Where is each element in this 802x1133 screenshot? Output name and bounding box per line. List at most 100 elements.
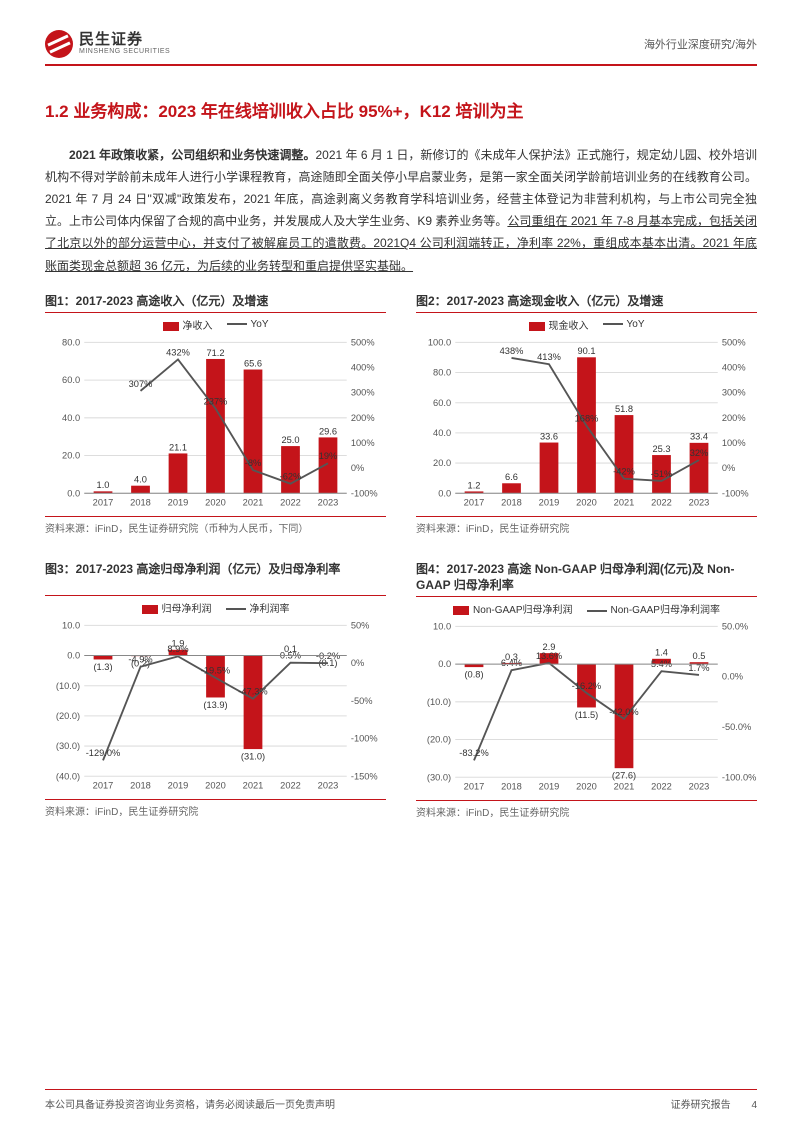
svg-text:40.0: 40.0 — [433, 428, 451, 438]
chart-3-svg: (40.0)(30.0)(20.0)(10.0)0.010.0-150%-100… — [45, 617, 386, 797]
svg-text:500%: 500% — [722, 337, 746, 347]
legend-line-icon — [227, 323, 247, 325]
svg-text:0.5: 0.5 — [693, 651, 706, 661]
legend-bar-icon — [529, 322, 545, 331]
logo: 民生证券 MINSHENG SECURITIES — [45, 30, 170, 58]
svg-text:2020: 2020 — [576, 498, 597, 508]
svg-text:20.0: 20.0 — [433, 458, 451, 468]
svg-text:2020: 2020 — [205, 781, 226, 791]
chart-1: 图1：2017-2023 高途收入（亿元）及增速 净收入 YoY 0.020.0… — [45, 293, 386, 535]
breadcrumb: 海外行业深度研究/海外 — [644, 36, 757, 52]
svg-text:2017: 2017 — [93, 498, 114, 508]
svg-text:2018: 2018 — [501, 498, 522, 508]
svg-text:33.6: 33.6 — [540, 431, 558, 441]
svg-text:100%: 100% — [351, 438, 375, 448]
svg-text:32%: 32% — [690, 448, 709, 458]
chart-1-title: 图1：2017-2023 高途收入（亿元）及增速 — [45, 293, 386, 313]
svg-text:1.4: 1.4 — [655, 648, 668, 658]
legend-bar-label: 现金收入 — [549, 321, 589, 332]
chart-2: 图2：2017-2023 高途现金收入（亿元）及增速 现金收入 YoY 0.02… — [416, 293, 757, 535]
legend-line-label: Non-GAAP归母净利润率 — [611, 605, 720, 616]
logo-text-cn: 民生证券 — [79, 32, 170, 49]
svg-text:2018: 2018 — [501, 782, 522, 792]
chart-2-legend: 现金收入 YoY — [416, 317, 757, 332]
chart-4-svg: (30.0)(20.0)(10.0)0.010.0-100.0%-50.0%0.… — [416, 618, 757, 798]
legend-line-icon — [226, 608, 246, 610]
charts-grid: 图1：2017-2023 高途收入（亿元）及增速 净收入 YoY 0.020.0… — [45, 293, 757, 820]
svg-text:33.4: 33.4 — [690, 432, 708, 442]
svg-text:13.6%: 13.6% — [536, 651, 562, 661]
chart-1-svg: 0.020.040.060.080.0-100%0%100%200%300%40… — [45, 334, 386, 514]
logo-text-en: MINSHENG SECURITIES — [79, 48, 170, 56]
svg-text:-100.0%: -100.0% — [722, 773, 757, 783]
svg-text:-150%: -150% — [351, 771, 378, 781]
svg-text:(13.9): (13.9) — [203, 700, 227, 710]
svg-text:(27.6): (27.6) — [612, 771, 636, 781]
svg-text:2022: 2022 — [280, 781, 301, 791]
svg-text:1.0: 1.0 — [97, 480, 110, 490]
svg-text:-16.2%: -16.2% — [572, 681, 601, 691]
legend-bar-icon — [453, 606, 469, 615]
chart-3: 图3：2017-2023 高途归母净利润（亿元）及归母净利率 归母净利润 净利润… — [45, 561, 386, 819]
legend-bar-label: 归母净利润 — [162, 604, 212, 615]
chart-3-title: 图3：2017-2023 高途归母净利润（亿元）及归母净利率 — [45, 561, 386, 596]
svg-text:-100%: -100% — [351, 734, 378, 744]
footer-report-type: 证券研究报告 — [671, 1100, 731, 1111]
page-number: 4 — [751, 1100, 757, 1111]
svg-text:2023: 2023 — [318, 781, 339, 791]
svg-text:-129.0%: -129.0% — [86, 748, 121, 758]
svg-text:50.0%: 50.0% — [722, 622, 748, 632]
chart-4-legend: Non-GAAP归母净利润 Non-GAAP归母净利润率 — [416, 601, 757, 616]
svg-text:432%: 432% — [166, 347, 190, 357]
svg-text:(30.0): (30.0) — [427, 773, 451, 783]
legend-line-icon — [603, 323, 623, 325]
svg-text:20.0: 20.0 — [62, 451, 80, 461]
svg-text:-42%: -42% — [613, 467, 635, 477]
legend-bar-label: Non-GAAP归母净利润 — [473, 605, 572, 616]
svg-text:438%: 438% — [500, 346, 524, 356]
chart-2-title: 图2：2017-2023 高途现金收入（亿元）及增速 — [416, 293, 757, 313]
svg-text:0%: 0% — [351, 658, 364, 668]
chart-4-source: 资料来源：iFinD，民生证券研究院 — [416, 800, 757, 819]
svg-text:10.0: 10.0 — [433, 622, 451, 632]
svg-text:2023: 2023 — [689, 498, 710, 508]
svg-text:200%: 200% — [351, 413, 375, 423]
para-lead-bold: 2021 年政策收紧，公司组织和业务快速调整。 — [69, 148, 315, 162]
svg-text:8.9%: 8.9% — [167, 644, 188, 654]
svg-text:40.0: 40.0 — [62, 413, 80, 423]
svg-text:400%: 400% — [722, 363, 746, 373]
svg-text:300%: 300% — [351, 388, 375, 398]
svg-text:80.0: 80.0 — [62, 337, 80, 347]
svg-text:2020: 2020 — [205, 498, 226, 508]
svg-text:60.0: 60.0 — [433, 398, 451, 408]
svg-text:100.0: 100.0 — [428, 337, 451, 347]
svg-text:0%: 0% — [351, 463, 364, 473]
svg-text:-83.2%: -83.2% — [459, 749, 488, 759]
chart-3-legend: 归母净利润 净利润率 — [45, 600, 386, 615]
svg-text:2023: 2023 — [689, 782, 710, 792]
svg-text:(1.3): (1.3) — [93, 662, 112, 672]
legend-line-label: YoY — [627, 319, 645, 330]
svg-text:71.2: 71.2 — [206, 348, 224, 358]
svg-text:0.0: 0.0 — [438, 660, 451, 670]
svg-text:(40.0): (40.0) — [56, 771, 80, 781]
svg-text:(11.5): (11.5) — [575, 710, 599, 720]
page-footer: 本公司具备证券投资咨询业务资格，请务必阅读最后一页免责声明 证券研究报告 4 — [45, 1089, 757, 1111]
svg-text:100%: 100% — [722, 438, 746, 448]
svg-text:0.0%: 0.0% — [722, 672, 743, 682]
svg-text:-51%: -51% — [651, 469, 673, 479]
svg-text:-0.2%: -0.2% — [316, 651, 340, 661]
svg-text:413%: 413% — [537, 352, 561, 362]
legend-line-label: YoY — [251, 319, 269, 330]
svg-text:2017: 2017 — [464, 498, 485, 508]
svg-text:-50%: -50% — [351, 696, 373, 706]
chart-3-source: 资料来源：iFinD，民生证券研究院 — [45, 799, 386, 818]
svg-text:-8%: -8% — [245, 458, 262, 468]
svg-text:2020: 2020 — [576, 782, 597, 792]
svg-text:90.1: 90.1 — [577, 346, 595, 356]
legend-line-icon — [587, 610, 607, 612]
svg-text:168%: 168% — [575, 414, 599, 424]
svg-text:-19.5%: -19.5% — [201, 666, 230, 676]
svg-text:237%: 237% — [204, 396, 228, 406]
svg-text:6.4%: 6.4% — [501, 658, 522, 668]
